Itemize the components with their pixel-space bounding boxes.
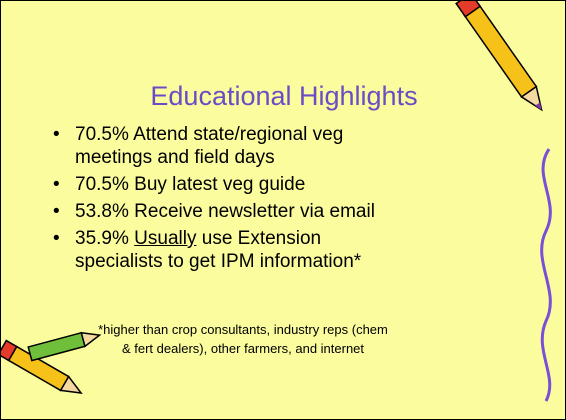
pencil-bottom-2 <box>28 328 101 360</box>
slide: Educational Highlights 70.5% Attend stat… <box>0 0 566 420</box>
bullet-emphasis: Usually <box>134 228 196 249</box>
bullet-list: 70.5% Attend state/regional veg meetings… <box>53 123 413 277</box>
bullet-text: 35.9% <box>75 228 134 249</box>
title: Educational Highlights <box>1 81 566 112</box>
squiggle <box>542 149 551 401</box>
bullet: 70.5% Buy latest veg guide <box>53 173 410 196</box>
bullet: 53.8% Receive newsletter via email <box>53 200 410 223</box>
footnote: *higher than crop consultants, industry … <box>93 320 393 358</box>
bullet: 35.9% Usually use Extension specialists … <box>53 227 410 273</box>
bullet: 70.5% Attend state/regional veg meetings… <box>53 123 410 169</box>
